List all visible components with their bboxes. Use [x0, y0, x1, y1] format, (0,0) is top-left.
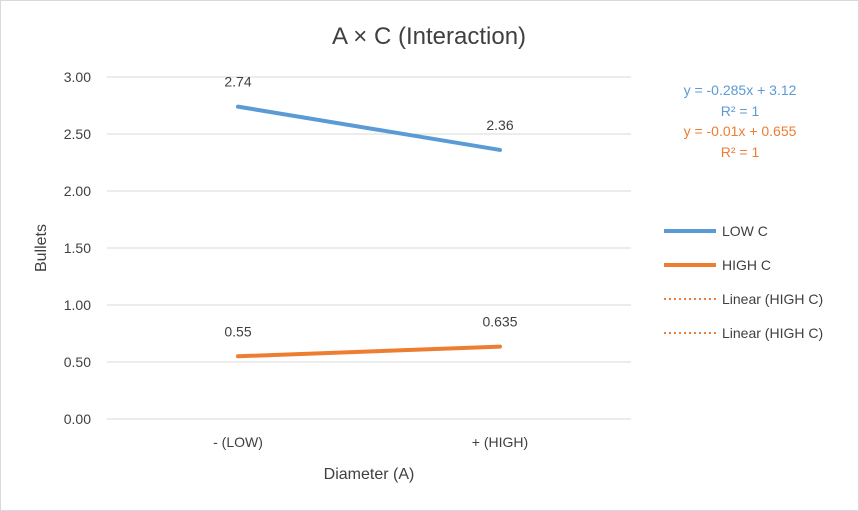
- x-axis-title: Diameter (A): [324, 466, 415, 483]
- trendline-r-squared: R² = 1: [721, 103, 760, 119]
- series-lines: [236, 104, 502, 359]
- trendline-r-squared: R² = 1: [721, 144, 760, 160]
- legend-label: HIGH C: [722, 257, 771, 273]
- x-tick-label: - (LOW): [213, 434, 263, 450]
- trendline-equation: y = -0.01x + 0.655: [684, 123, 797, 139]
- data-label: 2.74: [224, 74, 251, 90]
- legend-label: Linear (HIGH C): [722, 291, 823, 307]
- y-axis-title: Bullets: [33, 224, 50, 272]
- series-line: [236, 344, 502, 359]
- data-label: 0.635: [482, 314, 517, 330]
- y-tick-label: 1.00: [64, 297, 91, 313]
- data-label: 0.55: [224, 323, 251, 339]
- legend-label: LOW C: [722, 223, 768, 239]
- data-label: 2.36: [486, 117, 513, 133]
- y-tick-label: 0.50: [64, 354, 91, 370]
- y-tick-label: 2.50: [64, 126, 91, 142]
- y-tick-label: 1.50: [64, 240, 91, 256]
- y-tick-label: 0.00: [64, 411, 91, 427]
- legend: LOW C HIGH C Linear (HIGH C) Linear (HIGH C…: [664, 223, 823, 341]
- data-labels: 2.74 2.36 0.55 0.635: [224, 74, 517, 340]
- x-tick-label: + (HIGH): [472, 434, 528, 450]
- legend-label: Linear (HIGH C): [722, 325, 823, 341]
- y-tick-label: 2.00: [64, 183, 91, 199]
- gridlines: [107, 76, 631, 420]
- y-axis-ticks: 0.00 0.50 1.00 1.50 2.00 2.50 3.00: [64, 69, 91, 427]
- trendline-equations: y = -0.285x + 3.12 R² = 1 y = -0.01x + 0.6…: [684, 82, 797, 160]
- series-line: [236, 104, 502, 152]
- chart-title: A × C (Interaction): [332, 23, 526, 50]
- y-tick-label: 3.00: [64, 69, 91, 85]
- trendline-equation: y = -0.285x + 3.12: [684, 82, 797, 98]
- x-axis-ticks: - (LOW) + (HIGH): [213, 434, 528, 450]
